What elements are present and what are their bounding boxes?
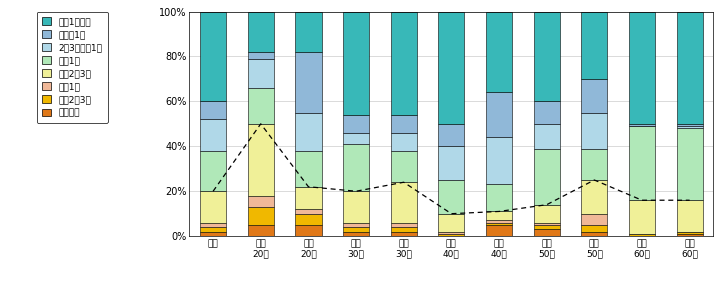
- Bar: [534, 124, 560, 149]
- Bar: [676, 12, 703, 124]
- Legend: 年に1回以下, 半年に1回, 2〜3カ月に1回, 月に1回, 月に2〜3回, 週に1回, 週に2〜3回, ほぼ毎日: 年に1回以下, 半年に1回, 2〜3カ月に1回, 月に1回, 月に2〜3回, 週…: [36, 12, 108, 123]
- Bar: [248, 88, 274, 124]
- Bar: [200, 101, 226, 119]
- Bar: [296, 225, 322, 236]
- Bar: [486, 185, 512, 211]
- Bar: [438, 180, 464, 214]
- Bar: [629, 12, 655, 124]
- Bar: [391, 133, 417, 151]
- Bar: [534, 149, 560, 205]
- Bar: [629, 200, 655, 234]
- Bar: [248, 207, 274, 225]
- Bar: [248, 12, 274, 52]
- Bar: [296, 151, 322, 187]
- Bar: [296, 209, 322, 214]
- Bar: [438, 234, 464, 236]
- Bar: [438, 232, 464, 234]
- Bar: [486, 223, 512, 225]
- Bar: [486, 12, 512, 92]
- Bar: [534, 101, 560, 124]
- Bar: [200, 232, 226, 236]
- Bar: [676, 234, 703, 236]
- Bar: [200, 223, 226, 227]
- Bar: [200, 12, 226, 101]
- Bar: [391, 12, 417, 115]
- Bar: [343, 227, 369, 232]
- Bar: [438, 124, 464, 146]
- Bar: [581, 149, 607, 180]
- Bar: [391, 182, 417, 223]
- Bar: [296, 187, 322, 209]
- Bar: [486, 92, 512, 137]
- Bar: [676, 232, 703, 234]
- Bar: [391, 223, 417, 227]
- Bar: [629, 234, 655, 236]
- Bar: [534, 225, 560, 230]
- Bar: [629, 126, 655, 200]
- Bar: [200, 151, 226, 191]
- Bar: [296, 52, 322, 113]
- Bar: [534, 205, 560, 223]
- Bar: [248, 124, 274, 196]
- Bar: [486, 211, 512, 220]
- Bar: [676, 126, 703, 128]
- Bar: [343, 191, 369, 223]
- Bar: [296, 214, 322, 225]
- Bar: [676, 200, 703, 232]
- Bar: [581, 225, 607, 232]
- Bar: [343, 12, 369, 115]
- Bar: [343, 232, 369, 236]
- Bar: [343, 115, 369, 133]
- Bar: [391, 232, 417, 236]
- Bar: [534, 12, 560, 101]
- Bar: [486, 137, 512, 185]
- Bar: [534, 230, 560, 236]
- Bar: [343, 133, 369, 144]
- Bar: [391, 115, 417, 133]
- Bar: [676, 124, 703, 126]
- Bar: [248, 52, 274, 59]
- Bar: [581, 214, 607, 225]
- Bar: [581, 180, 607, 214]
- Bar: [438, 12, 464, 124]
- Bar: [391, 151, 417, 182]
- Bar: [200, 227, 226, 232]
- Bar: [343, 223, 369, 227]
- Bar: [676, 128, 703, 200]
- Bar: [248, 225, 274, 236]
- Bar: [629, 124, 655, 126]
- Bar: [248, 196, 274, 207]
- Bar: [486, 225, 512, 236]
- Bar: [534, 223, 560, 225]
- Bar: [581, 79, 607, 113]
- Bar: [486, 220, 512, 223]
- Bar: [200, 119, 226, 151]
- Bar: [581, 113, 607, 149]
- Bar: [296, 12, 322, 52]
- Bar: [248, 59, 274, 88]
- Bar: [438, 146, 464, 180]
- Bar: [438, 214, 464, 232]
- Bar: [343, 144, 369, 191]
- Bar: [296, 113, 322, 151]
- Bar: [581, 12, 607, 79]
- Bar: [391, 227, 417, 232]
- Bar: [200, 191, 226, 223]
- Bar: [581, 232, 607, 236]
